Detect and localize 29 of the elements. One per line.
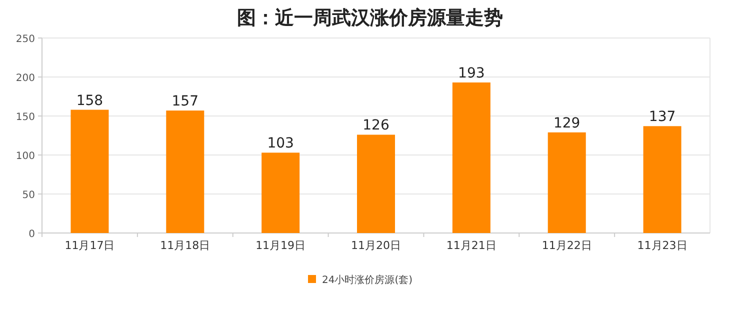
y-tick-label: 250 — [16, 34, 35, 45]
data-label: 103 — [267, 136, 294, 152]
y-tick-label: 150 — [16, 112, 35, 123]
chart-title: 图：近一周武汉涨价房源量走势 — [237, 7, 503, 29]
y-tick-label: 200 — [16, 73, 35, 84]
x-tick-label: 11月17日 — [64, 239, 115, 252]
y-tick-label: 0 — [28, 229, 35, 240]
y-tick-label: 50 — [22, 190, 35, 201]
x-tick-label: 11月22日 — [542, 239, 592, 252]
x-tick-label: 11月23日 — [637, 239, 688, 252]
data-label: 158 — [76, 92, 104, 109]
x-tick-label: 11月20日 — [351, 239, 401, 252]
bar — [548, 132, 586, 233]
bar — [643, 126, 682, 233]
x-tick-label: 11月18日 — [160, 239, 210, 252]
data-label: 193 — [458, 65, 485, 82]
bar — [166, 110, 204, 233]
data-label: 137 — [648, 109, 676, 126]
data-label: 126 — [362, 118, 390, 134]
x-tick-label: 11月19日 — [256, 239, 306, 252]
bar — [70, 110, 109, 233]
data-label: 129 — [553, 115, 580, 132]
bar — [452, 82, 490, 233]
bar — [262, 152, 300, 233]
bar — [357, 134, 395, 233]
legend-label: 24小时涨价房源(套) — [322, 274, 413, 286]
x-tick-label: 11月21日 — [446, 239, 496, 252]
y-tick-label: 100 — [16, 151, 35, 162]
data-label: 157 — [172, 94, 199, 110]
